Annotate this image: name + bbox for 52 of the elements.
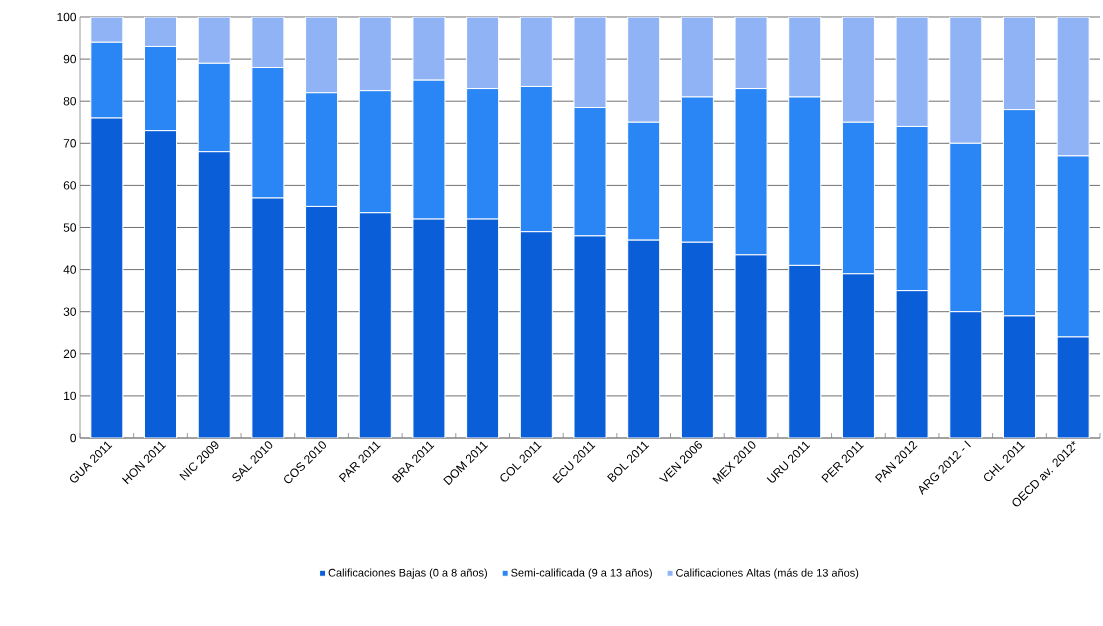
bar (466, 218, 500, 438)
y-tick-label: 70 (63, 139, 77, 148)
legend-label: Calificaciones Bajas (0 a 8 años) (328, 568, 487, 579)
y-tick-label: 50 (63, 223, 77, 232)
y-tick-label: 60 (63, 181, 77, 190)
y-tick-label: 100 (57, 12, 77, 22)
bar (841, 273, 875, 438)
y-tick-label: 40 (63, 265, 77, 274)
bar (144, 130, 178, 438)
bar (251, 17, 285, 69)
bar (949, 17, 983, 144)
y-tick-label: 10 (64, 391, 77, 401)
bar (466, 17, 500, 90)
y-tick-label: 20 (63, 349, 77, 359)
bar (627, 239, 661, 438)
bar (734, 254, 768, 438)
y-tick-label: 0 (70, 433, 77, 443)
bar (573, 17, 607, 109)
bar (305, 17, 339, 94)
bar (734, 17, 768, 90)
bar (412, 218, 446, 438)
bar (358, 17, 392, 92)
bar (197, 151, 231, 438)
bar (680, 241, 714, 438)
bar (519, 231, 553, 438)
bar (305, 205, 339, 438)
bar (144, 17, 178, 47)
bar (627, 17, 661, 123)
bar (1056, 336, 1090, 438)
y-tick-label: 80 (63, 96, 77, 106)
bar (788, 17, 822, 98)
bar (841, 17, 875, 123)
bar (519, 17, 553, 87)
legend-label: Semi-calificada (9 a 13 años) (511, 568, 652, 579)
legend-label: Calificaciones Altas (más de 13 años) (676, 568, 859, 579)
bar (895, 290, 929, 438)
bar (90, 17, 124, 43)
bar (680, 17, 714, 98)
bar (949, 311, 983, 438)
bar (895, 17, 929, 127)
bar (1002, 315, 1036, 438)
bar (1002, 17, 1036, 111)
bar (788, 264, 822, 438)
y-tick-label: 30 (63, 307, 77, 316)
bar (573, 235, 607, 438)
bar (90, 117, 124, 438)
bar (1056, 17, 1090, 157)
bar (412, 17, 446, 81)
y-tick-label: 90 (63, 54, 77, 64)
bar (358, 212, 392, 438)
bar (197, 17, 231, 64)
bar (251, 197, 285, 438)
